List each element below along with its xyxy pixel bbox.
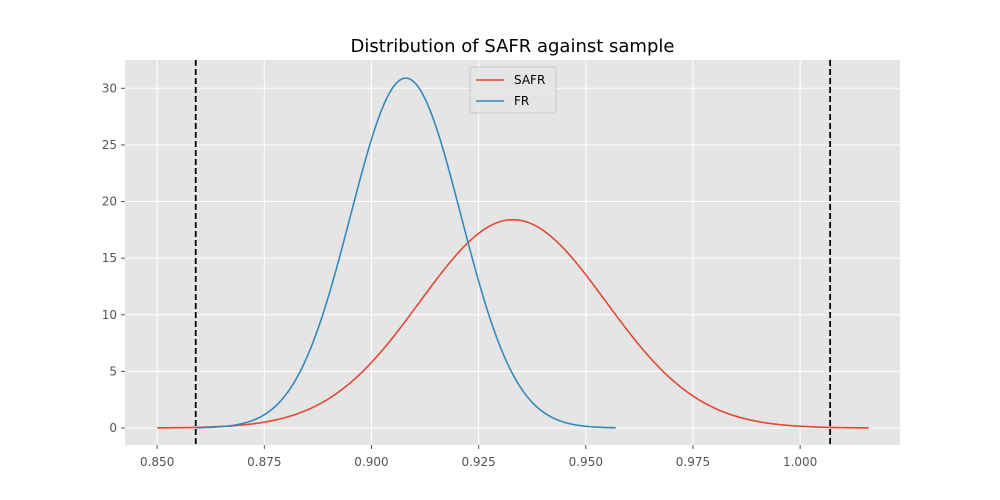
- x-axis: 0.850 0.875 0.900 0.925 0.950 0.975 1.000: [140, 445, 817, 469]
- y-tick-label: 5: [109, 364, 117, 378]
- series-line-safr: [157, 218, 869, 429]
- y-tick-label: 30: [102, 81, 117, 95]
- y-axis: 0 5 10 15 20 25 30: [102, 81, 125, 435]
- x-tick-label: 0.950: [569, 455, 603, 469]
- x-tick-label: 0.975: [676, 455, 710, 469]
- plot-area: [125, 60, 900, 445]
- y-tick-label: 0: [109, 421, 117, 435]
- x-tick-label: 1.000: [783, 455, 817, 469]
- y-tick-label: 15: [102, 251, 117, 265]
- x-tick-label: 0.850: [140, 455, 174, 469]
- x-tick-label: 0.900: [354, 455, 388, 469]
- y-tick-label: 20: [102, 195, 117, 209]
- chart-title: Distribution of SAFR against sample: [351, 36, 675, 57]
- series-line-fr: [195, 77, 616, 429]
- x-tick-label: 0.925: [461, 455, 495, 469]
- legend-label-fr: FR: [514, 94, 529, 108]
- threshold-lines: [194, 60, 832, 445]
- legend-label-safr: SAFR: [514, 73, 545, 87]
- y-tick-label: 10: [102, 308, 117, 322]
- legend: SAFR FR: [469, 66, 557, 114]
- series-lines: [157, 77, 869, 429]
- y-tick-label: 25: [102, 138, 117, 152]
- x-tick-label: 0.875: [247, 455, 281, 469]
